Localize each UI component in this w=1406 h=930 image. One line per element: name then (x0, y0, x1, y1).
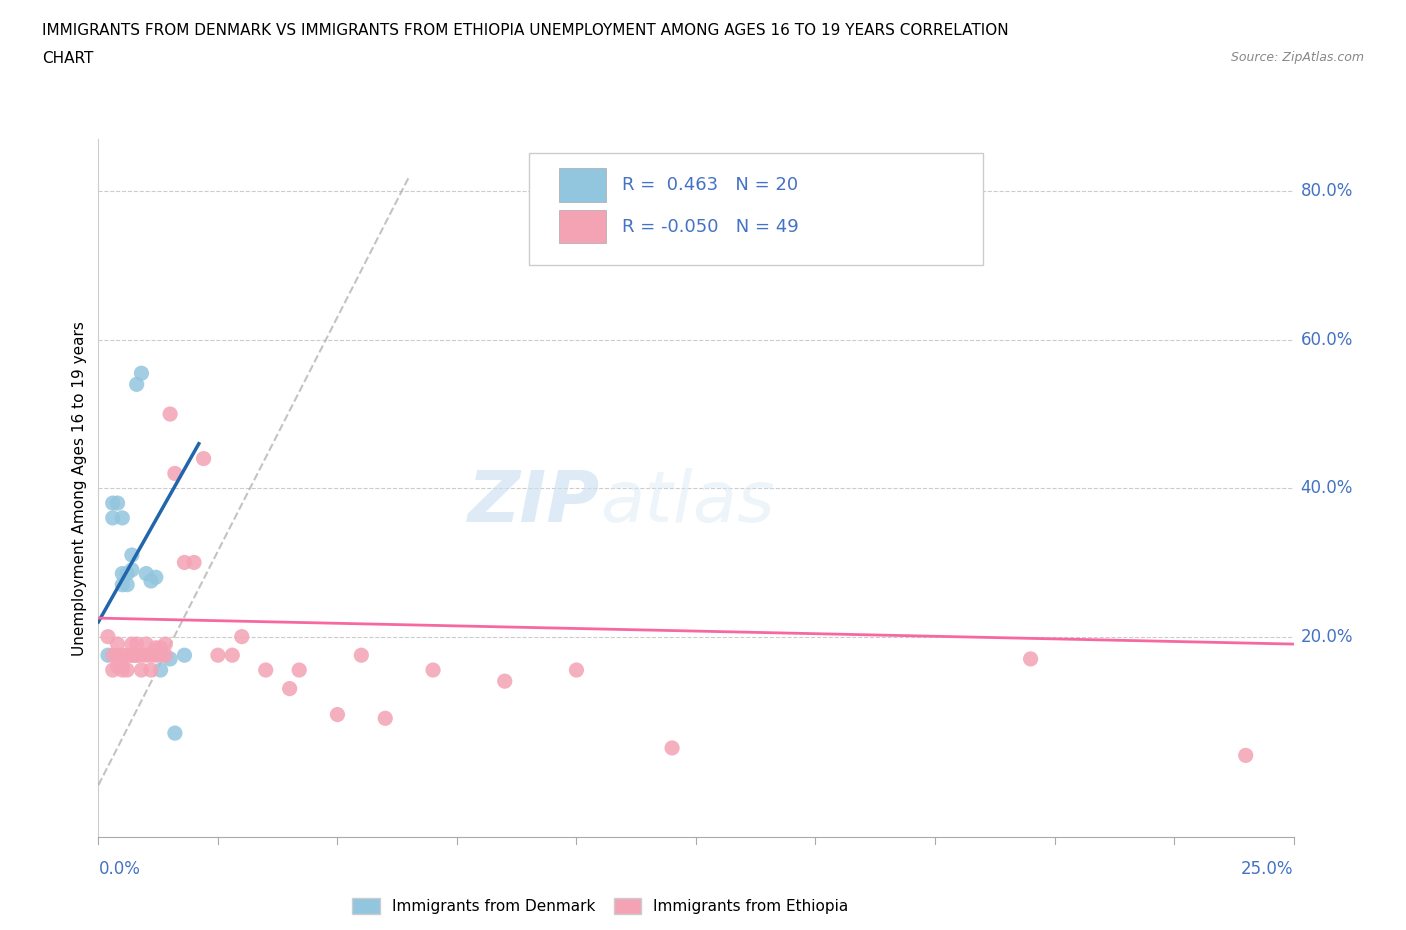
Point (374, 711, 396, 725)
Point (121, 637, 143, 652)
Point (159, 652, 181, 667)
Text: 40.0%: 40.0% (1301, 479, 1353, 498)
Point (139, 574, 162, 589)
Point (111, 578, 134, 592)
Point (494, 673, 516, 688)
Point (115, 566, 138, 581)
Point (155, 637, 177, 652)
FancyBboxPatch shape (558, 168, 606, 202)
Point (97, 648, 120, 663)
Y-axis label: Unemployment Among Ages 16 to 19 years: Unemployment Among Ages 16 to 19 years (72, 321, 87, 656)
Point (131, 365, 153, 380)
Point (107, 496, 129, 511)
Point (139, 648, 162, 663)
FancyBboxPatch shape (558, 210, 606, 244)
Point (173, 648, 195, 663)
Point (661, 740, 683, 755)
Point (207, 648, 229, 663)
Text: atlas: atlas (600, 468, 775, 537)
Point (139, 662, 162, 677)
Point (107, 637, 129, 652)
Point (101, 511, 124, 525)
Point (350, 648, 373, 663)
Point (121, 563, 143, 578)
Point (111, 662, 134, 677)
Text: 20.0%: 20.0% (1301, 628, 1353, 645)
Point (1019, 652, 1042, 667)
Text: Source: ZipAtlas.com: Source: ZipAtlas.com (1230, 51, 1364, 64)
Text: 60.0%: 60.0% (1301, 331, 1353, 349)
Point (1234, 748, 1257, 763)
Point (107, 658, 129, 673)
Point (125, 637, 148, 652)
Point (107, 648, 129, 663)
Point (159, 406, 181, 421)
FancyBboxPatch shape (529, 153, 983, 265)
Point (163, 725, 186, 740)
Point (125, 377, 148, 392)
Text: IMMIGRANTS FROM DENMARK VS IMMIGRANTS FROM ETHIOPIA UNEMPLOYMENT AMONG AGES 16 T: IMMIGRANTS FROM DENMARK VS IMMIGRANTS FR… (42, 23, 1010, 38)
Point (221, 648, 243, 663)
Point (183, 555, 205, 570)
Point (101, 496, 124, 511)
Point (101, 648, 124, 663)
Point (163, 466, 186, 481)
Point (145, 570, 167, 585)
Legend: Immigrants from Denmark, Immigrants from Ethiopia: Immigrants from Denmark, Immigrants from… (346, 892, 855, 920)
Point (111, 511, 134, 525)
Point (125, 648, 148, 663)
Point (115, 662, 138, 677)
Text: 80.0%: 80.0% (1301, 182, 1353, 201)
Point (101, 662, 124, 677)
Point (111, 648, 134, 663)
Text: ZIP: ZIP (468, 468, 600, 537)
Point (149, 648, 172, 663)
Point (115, 648, 138, 663)
Point (278, 681, 301, 696)
Point (422, 662, 444, 677)
Point (115, 578, 138, 592)
Point (565, 662, 588, 677)
Point (135, 648, 157, 663)
Text: 25.0%: 25.0% (1241, 860, 1294, 878)
Point (149, 662, 172, 677)
Point (131, 662, 153, 677)
Point (145, 641, 167, 656)
Text: R =  0.463   N = 20: R = 0.463 N = 20 (621, 176, 799, 193)
Point (155, 648, 177, 663)
Point (135, 566, 157, 581)
Point (288, 662, 311, 677)
Point (121, 648, 143, 663)
Point (193, 451, 215, 466)
Point (121, 548, 143, 563)
Point (145, 648, 167, 663)
Text: R = -0.050   N = 49: R = -0.050 N = 49 (621, 218, 799, 235)
Point (254, 662, 277, 677)
Point (121, 648, 143, 663)
Point (125, 648, 148, 663)
Point (326, 707, 349, 722)
Point (135, 637, 157, 652)
Point (131, 648, 153, 663)
Point (97, 630, 120, 644)
Text: CHART: CHART (42, 51, 94, 66)
Point (149, 641, 172, 656)
Point (173, 555, 195, 570)
Point (231, 630, 253, 644)
Point (111, 566, 134, 581)
Point (111, 658, 134, 673)
Text: 0.0%: 0.0% (98, 860, 141, 878)
